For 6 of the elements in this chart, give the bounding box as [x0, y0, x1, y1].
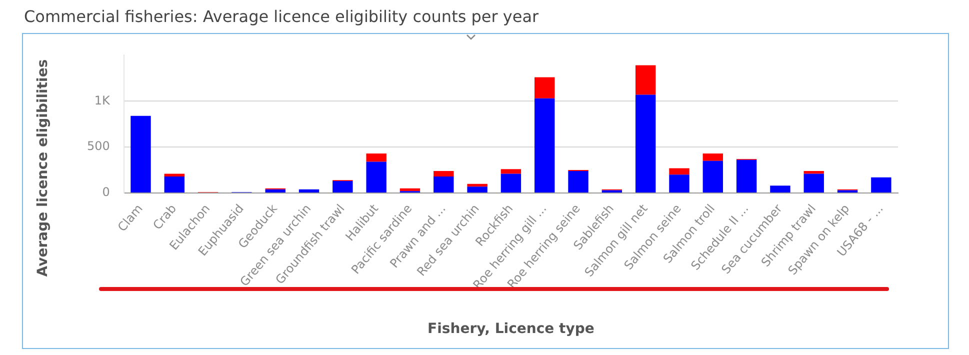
chart-title: Commercial fisheries: Average licence eligibility counts per year [24, 7, 539, 26]
y-tick-label: 500 [87, 139, 110, 154]
x-axis-title: Fishery, Licence type [428, 321, 594, 338]
y-axis-title: Average licence eligibilities [35, 59, 51, 277]
y-tick-label: 0 [102, 185, 110, 200]
y-tick-label: 1K [94, 93, 112, 108]
